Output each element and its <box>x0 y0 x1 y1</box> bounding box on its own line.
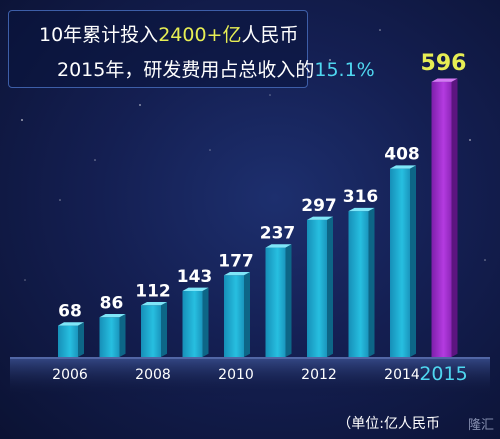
headline-line-1-suffix: 人民币 <box>241 24 299 46</box>
bar-top-2012 <box>307 216 333 220</box>
bar-top-2009 <box>182 287 209 291</box>
x-tick-2008: 2008 <box>135 367 171 383</box>
chart-floor <box>10 357 490 397</box>
bar-2008 <box>141 301 167 357</box>
bar-side-2008 <box>161 301 167 357</box>
bar-2010 <box>224 271 250 357</box>
data-label-2013: 316 <box>343 187 379 207</box>
bar-top-2011 <box>265 244 292 248</box>
bar-front-2007 <box>99 317 120 357</box>
data-label-2011: 237 <box>260 224 296 244</box>
chart-bars <box>58 78 458 358</box>
data-label-2008: 112 <box>135 281 171 301</box>
bar-2015 <box>431 78 458 358</box>
x-tick-2015: 2015 <box>419 363 467 385</box>
data-label-2015: 596 <box>421 51 467 76</box>
bar-side-2009 <box>202 287 209 357</box>
bar-2012 <box>307 216 333 357</box>
bar-side-2011 <box>285 244 292 357</box>
bar-top-2006 <box>58 322 84 326</box>
x-tick-2010: 2010 <box>218 367 254 383</box>
bar-2013 <box>348 207 375 357</box>
data-label-2009: 143 <box>177 267 213 287</box>
bar-front-2009 <box>182 290 203 357</box>
headline-line-2-prefix: 2015年，研发费用占总收入的 <box>57 59 315 81</box>
headline-line-1: 10年累计投入2400+亿人民币 <box>39 20 298 47</box>
bar-front-2011 <box>265 247 286 357</box>
chart-x-tick-labels: 2006 2008 2010 2012 2014 2015 <box>52 363 468 385</box>
data-label-2007: 86 <box>100 293 124 313</box>
bar-2011 <box>265 244 292 357</box>
headline-line-1-prefix: 10年累计投入 <box>39 24 159 46</box>
bar-side-2006 <box>78 322 84 357</box>
bar-front-2013 <box>348 211 369 357</box>
headline-box: 10年累计投入2400+亿人民币 2015年，研发费用占总收入的15.1% <box>8 10 375 88</box>
bar-side-2010 <box>244 271 250 357</box>
x-tick-2014: 2014 <box>384 367 420 383</box>
bar-2009 <box>182 287 209 357</box>
bar-top-2010 <box>224 271 250 276</box>
bar-top-2008 <box>141 301 167 306</box>
watermark: 隆汇 <box>467 418 494 433</box>
bar-front-2015 <box>431 81 452 357</box>
bar-front-2012 <box>307 219 327 357</box>
bar-2014 <box>390 165 416 357</box>
bar-top-2007 <box>99 313 126 318</box>
bar-2007 <box>99 313 126 357</box>
bar-front-2008 <box>141 305 161 357</box>
bar-side-2013 <box>368 207 375 357</box>
bar-top-2014 <box>390 165 416 169</box>
bar-side-2012 <box>327 216 333 357</box>
bar-side-2014 <box>410 165 416 357</box>
unit-note: （单位:亿人民币 <box>337 416 440 432</box>
bar-front-2014 <box>390 168 410 357</box>
x-tick-2006: 2006 <box>52 367 88 383</box>
bar-front-2010 <box>224 275 244 357</box>
data-label-2010: 177 <box>218 251 254 271</box>
bar-side-2007 <box>119 313 126 357</box>
data-label-2012: 297 <box>301 196 337 216</box>
bar-2006 <box>58 322 84 357</box>
data-label-2014: 408 <box>384 145 420 165</box>
headline-line-1-highlight: 2400+亿 <box>158 24 242 46</box>
headline-line-2: 2015年，研发费用占总收入的15.1% <box>57 55 375 82</box>
bar-top-2015 <box>431 78 458 82</box>
x-tick-2012: 2012 <box>301 367 337 383</box>
chart-floor-band <box>10 357 490 397</box>
bar-top-2013 <box>348 207 375 212</box>
data-label-2006: 68 <box>58 302 82 322</box>
headline-line-2-highlight: 15.1% <box>314 59 375 81</box>
bar-front-2006 <box>58 325 78 357</box>
bar-side-2015 <box>451 78 458 358</box>
